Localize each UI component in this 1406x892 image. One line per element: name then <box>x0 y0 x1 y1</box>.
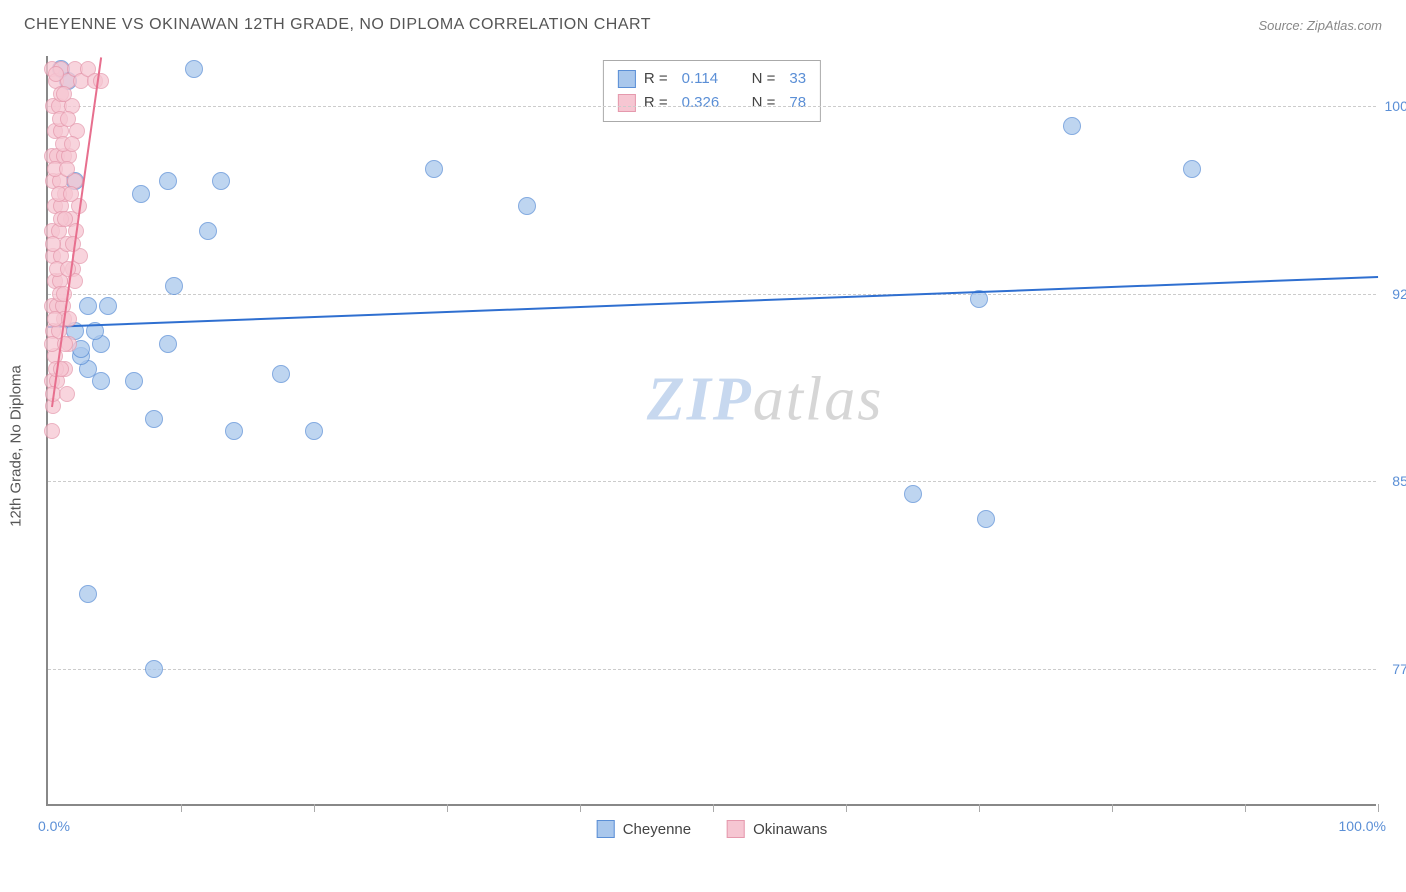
scatter-point <box>305 422 323 440</box>
scatter-point <box>45 236 61 252</box>
scatter-point <box>57 211 73 227</box>
x-min-label: 0.0% <box>38 818 70 834</box>
scatter-point <box>159 335 177 353</box>
r-value: 0.114 <box>682 67 734 91</box>
n-label: N = <box>752 91 776 115</box>
scatter-point <box>79 297 97 315</box>
scatter-point <box>199 222 217 240</box>
scatter-point <box>99 297 117 315</box>
scatter-point <box>132 185 150 203</box>
scatter-point <box>47 311 63 327</box>
legend-label: Cheyenne <box>623 821 691 838</box>
legend-swatch-okinawans <box>618 94 636 112</box>
scatter-point <box>60 111 76 127</box>
scatter-point <box>225 422 243 440</box>
scatter-point <box>1183 160 1201 178</box>
chart-title: CHEYENNE VS OKINAWAN 12TH GRADE, NO DIPL… <box>24 16 651 34</box>
grid-line <box>48 294 1376 295</box>
correlation-legend: R = 0.114 N = 33 R = 0.326 N = 78 <box>603 60 821 122</box>
source-label: Source: ZipAtlas.com <box>1258 18 1382 33</box>
scatter-point <box>92 372 110 390</box>
trend-line <box>48 276 1378 328</box>
n-label: N = <box>752 67 776 91</box>
scatter-point <box>64 136 80 152</box>
x-max-label: 100.0% <box>1339 818 1386 834</box>
scatter-point <box>425 160 443 178</box>
watermark-atlas: atlas <box>753 366 884 434</box>
scatter-point <box>165 277 183 295</box>
x-tick <box>580 804 581 812</box>
chart-header: CHEYENNE VS OKINAWAN 12TH GRADE, NO DIPL… <box>0 0 1406 44</box>
scatter-point <box>125 372 143 390</box>
x-tick <box>1378 804 1379 812</box>
scatter-point <box>59 386 75 402</box>
legend-item-cheyenne: Cheyenne <box>597 820 691 838</box>
scatter-point <box>145 410 163 428</box>
scatter-point <box>185 60 203 78</box>
y-tick-label: 77.5% <box>1392 661 1406 677</box>
legend-item-okinawans: Okinawans <box>727 820 827 838</box>
y-tick-label: 85.0% <box>1392 473 1406 489</box>
scatter-point <box>904 485 922 503</box>
legend-label: Okinawans <box>753 821 827 838</box>
scatter-point <box>212 172 230 190</box>
x-tick <box>979 804 980 812</box>
scatter-point <box>518 197 536 215</box>
scatter-point <box>145 660 163 678</box>
grid-line <box>48 106 1376 107</box>
watermark: ZIPatlas <box>647 365 883 436</box>
n-value: 78 <box>789 91 806 115</box>
scatter-point <box>79 585 97 603</box>
r-label: R = <box>644 67 668 91</box>
x-tick <box>181 804 182 812</box>
x-tick <box>713 804 714 812</box>
legend-swatch-cheyenne <box>618 70 636 88</box>
y-tick-label: 92.5% <box>1392 286 1406 302</box>
scatter-point <box>1063 117 1081 135</box>
scatter-point <box>56 86 72 102</box>
scatter-point <box>977 510 995 528</box>
legend-swatch-cheyenne <box>597 820 615 838</box>
y-axis-label: 12th Grade, No Diploma <box>8 365 25 527</box>
y-tick-label: 100.0% <box>1385 98 1406 114</box>
legend-row-okinawans: R = 0.326 N = 78 <box>618 91 806 115</box>
series-legend: Cheyenne Okinawans <box>597 820 828 838</box>
grid-line <box>48 669 1376 670</box>
x-tick <box>846 804 847 812</box>
x-tick <box>447 804 448 812</box>
legend-row-cheyenne: R = 0.114 N = 33 <box>618 67 806 91</box>
grid-line <box>48 481 1376 482</box>
scatter-point <box>272 365 290 383</box>
n-value: 33 <box>789 67 806 91</box>
x-tick <box>1112 804 1113 812</box>
scatter-point <box>60 261 76 277</box>
scatter-point <box>63 186 79 202</box>
scatter-point <box>159 172 177 190</box>
x-tick <box>1245 804 1246 812</box>
scatter-point <box>59 161 75 177</box>
legend-swatch-okinawans <box>727 820 745 838</box>
scatter-point <box>44 423 60 439</box>
x-tick <box>314 804 315 812</box>
watermark-zip: ZIP <box>647 366 753 434</box>
r-label: R = <box>644 91 668 115</box>
plot-area: ZIPatlas 0.0% 100.0% R = 0.114 N = 33 R … <box>46 56 1376 806</box>
r-value: 0.326 <box>682 91 734 115</box>
scatter-point <box>48 66 64 82</box>
